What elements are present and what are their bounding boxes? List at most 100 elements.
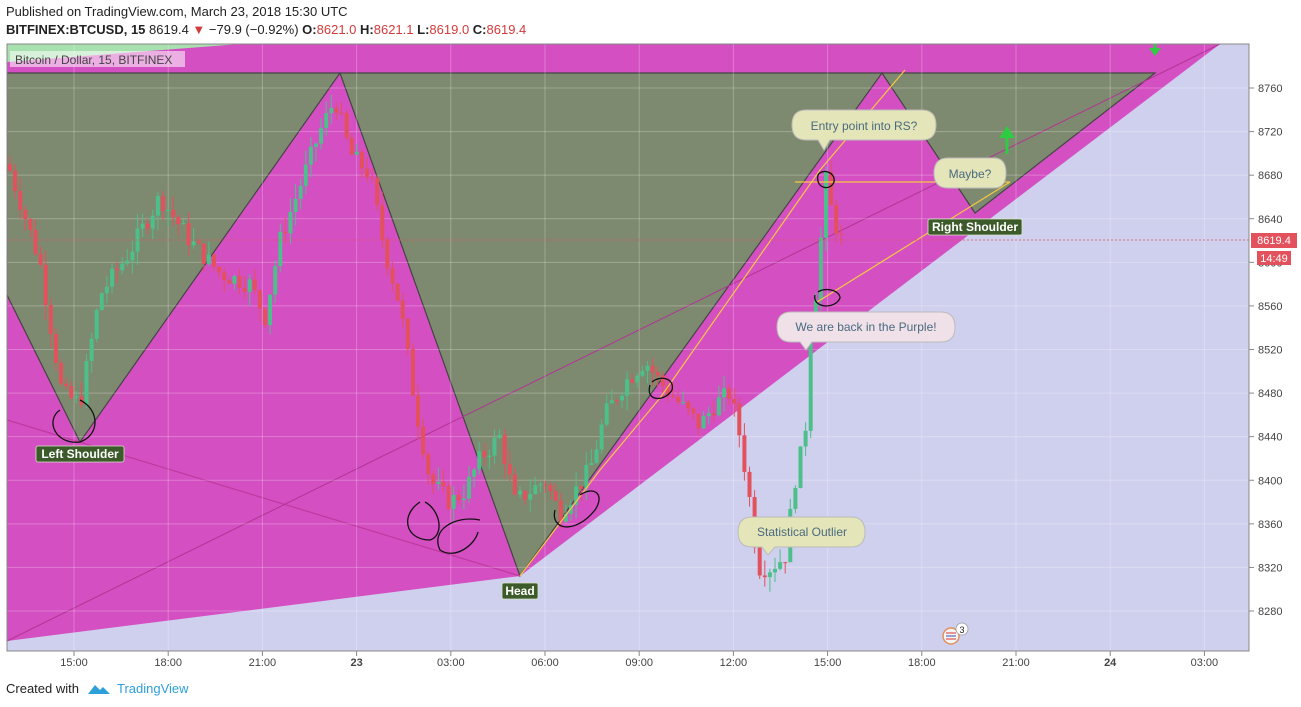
candle-body [676, 397, 681, 402]
open-label: O: [302, 22, 317, 37]
candle-body [472, 469, 477, 477]
y-tick-label: 8680 [1258, 170, 1282, 182]
head-triangle [339, 72, 884, 578]
candle-body [104, 286, 109, 294]
left-shoulder-label[interactable]: Left Shoulder [35, 445, 125, 463]
tradingview-link[interactable]: TradingView [87, 681, 189, 696]
candle-body [314, 143, 318, 147]
callout-entry-point[interactable]: Entry point into RS? [791, 109, 937, 151]
legend-bg [10, 51, 185, 67]
candle-body [329, 108, 334, 114]
x-tick-label: 18:00 [908, 657, 936, 669]
candle-body [217, 266, 222, 273]
right-shoulder-label[interactable]: Right Shoulder [927, 218, 1023, 236]
candle-body [543, 484, 548, 486]
candle-body [446, 486, 451, 509]
candle-body [594, 449, 599, 463]
candle-body [650, 365, 655, 373]
candle-body [808, 337, 813, 431]
circle-c [553, 490, 600, 528]
candle-body [196, 241, 201, 244]
candle-body [436, 481, 441, 485]
candle-body [48, 305, 53, 334]
candle-body [380, 205, 385, 240]
candle-body [212, 254, 216, 267]
candle-body [620, 395, 624, 401]
candle-body [354, 151, 359, 155]
candle-body [206, 254, 211, 264]
candle-body [818, 237, 823, 301]
candle-body [701, 416, 706, 429]
x-tick-label: 15:00 [814, 657, 842, 669]
candle-body [288, 211, 293, 234]
y-tick-label: 8560 [1258, 301, 1282, 313]
head-text: Head [505, 584, 534, 598]
open-value: 8621.0 [316, 22, 357, 37]
y-tick-label: 8760 [1258, 83, 1282, 95]
candle-body [84, 361, 89, 405]
candle-body [227, 280, 232, 284]
candle-body [145, 223, 150, 229]
candle-body [645, 365, 650, 371]
callout-maybe-text: Maybe? [949, 167, 992, 181]
candle-body [38, 253, 43, 265]
candle-body [89, 338, 94, 362]
candle-body [176, 216, 181, 225]
event-count: 3 [959, 625, 964, 635]
price-change: −79.9 (−0.92%) [208, 22, 299, 37]
candle-body [28, 219, 33, 230]
x-tick-label: 23 [350, 657, 362, 669]
candle-body [232, 276, 237, 284]
symbol-label: BITFINEX:BTCUSD, 15 [6, 22, 146, 37]
candle-body [507, 464, 512, 475]
candle-body [375, 177, 380, 206]
candle-body [574, 486, 579, 506]
candle-body [237, 276, 242, 288]
callout-maybe[interactable]: Maybe? [933, 157, 1007, 189]
candle-body [477, 451, 482, 470]
candle-body [757, 547, 762, 576]
candle-body [8, 164, 12, 171]
event-flag-icon[interactable]: 3 [942, 622, 969, 645]
pink-boundary [7, 44, 1221, 642]
candle-body [482, 451, 487, 457]
head-label[interactable]: Head [501, 582, 539, 600]
candle-body [691, 408, 696, 414]
candle-body [441, 481, 446, 487]
candle-body [405, 318, 410, 350]
candle-body [614, 400, 619, 402]
tradingview-logo-icon [87, 684, 110, 694]
close-value: 8619.4 [486, 22, 527, 37]
candle-body [706, 413, 711, 417]
candle-body [18, 191, 23, 210]
last-price: 8619.4 [149, 22, 189, 37]
candle-body [181, 223, 186, 225]
circle-left-shoulder [52, 399, 96, 443]
candle-body [563, 514, 568, 522]
price-chart[interactable]: 8280832083608400844084808520856086008640… [0, 40, 1301, 680]
candle-body [59, 362, 63, 384]
callout-back-purple[interactable]: We are back in the Purple! [776, 311, 956, 351]
candle-body [416, 395, 420, 427]
callout-statistical-outlier[interactable]: Statistical Outlier [737, 516, 866, 556]
candle-body [778, 562, 783, 569]
candle-body [839, 233, 844, 235]
candle-body [829, 171, 834, 206]
candle-body [64, 383, 69, 387]
y-tick-label: 8360 [1258, 519, 1282, 531]
candle-body [686, 401, 691, 409]
candle-body [696, 413, 701, 429]
ohlc-line: BITFINEX:BTCUSD, 15 8619.4 ▼ −79.9 (−0.9… [6, 22, 526, 37]
candle-body [451, 494, 456, 509]
candle-body [716, 397, 721, 416]
circle-e [817, 170, 835, 189]
candle-body [824, 171, 828, 238]
candle-body [762, 575, 767, 578]
candle-body [242, 287, 247, 292]
candle-body [793, 487, 798, 509]
candle-body [130, 251, 135, 261]
candle-body [222, 272, 227, 281]
candle-body [365, 168, 369, 178]
candle-body [599, 424, 604, 450]
candle-body [803, 430, 808, 447]
